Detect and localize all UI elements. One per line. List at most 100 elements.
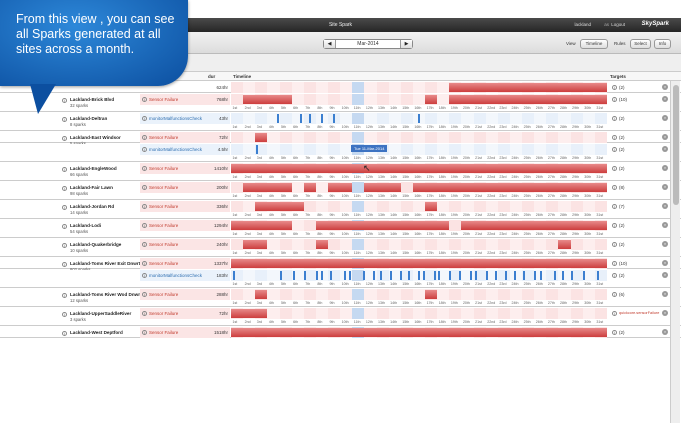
remove-row-button[interactable]: ×	[662, 260, 668, 266]
spark-bar[interactable]	[328, 183, 353, 192]
target-count[interactable]: (2)	[619, 116, 625, 121]
month-selector[interactable]: Mar-2014	[357, 41, 379, 47]
remove-row-button[interactable]: ×	[662, 329, 668, 335]
site-name[interactable]: Lackland-EngleWood	[70, 166, 117, 171]
rule-info-icon[interactable]: i	[142, 242, 147, 247]
rule-cell[interactable]: i monitorMalfunctionsCheck	[140, 144, 230, 155]
target-info-icon[interactable]: i	[612, 147, 617, 152]
rule-name[interactable]: Sensor Failure	[149, 97, 179, 102]
spark-bar[interactable]	[231, 221, 292, 230]
spark-bar[interactable]	[315, 240, 329, 249]
spark-bar[interactable]	[449, 95, 607, 104]
target-info-icon[interactable]: i	[612, 261, 617, 266]
rule-info-icon[interactable]: i	[142, 330, 147, 335]
target-count[interactable]: (2)	[619, 166, 625, 171]
spark-tick[interactable]	[308, 114, 311, 123]
remove-row-button[interactable]: ×	[662, 96, 668, 102]
spark-bar[interactable]	[231, 328, 607, 337]
spark-tick[interactable]	[256, 145, 259, 154]
target-info-icon[interactable]: i	[612, 273, 617, 278]
next-month-button[interactable]: ▶	[400, 40, 412, 48]
spark-tick[interactable]	[417, 114, 420, 123]
site-info-icon[interactable]: i	[62, 98, 67, 103]
target-count[interactable]: (10)	[619, 97, 628, 102]
spark-bar[interactable]	[255, 133, 268, 142]
timeline-track[interactable]	[231, 163, 607, 174]
rule-name[interactable]: Sensor Failure	[149, 242, 179, 247]
rule-info-icon[interactable]: i	[142, 166, 147, 171]
site-name[interactable]: Lackland-Deltran	[70, 116, 108, 121]
spark-tick[interactable]	[597, 271, 600, 280]
rule-name[interactable]: Sensor Failure	[149, 204, 179, 209]
timeline-track[interactable]	[231, 94, 607, 105]
site-name[interactable]: Lackland-UpperSaddleRiver	[70, 311, 132, 316]
target-count[interactable]: (2)	[619, 85, 625, 90]
remove-row-button[interactable]: ×	[662, 203, 668, 209]
target-info-icon[interactable]: i	[612, 185, 617, 190]
spark-bar[interactable]	[243, 95, 292, 104]
spark-bar[interactable]	[243, 183, 292, 192]
site-name[interactable]: Lackland-Fair Lawn	[70, 185, 113, 190]
spark-tick[interactable]	[505, 271, 508, 280]
site-info-icon[interactable]: i	[62, 331, 67, 336]
site-info-icon[interactable]: i	[62, 136, 67, 141]
site-info-icon[interactable]: i	[62, 167, 67, 172]
rule-name[interactable]: monitorMalfunctionsCheck	[149, 273, 203, 278]
target-count[interactable]: (7)	[619, 204, 625, 209]
timeline-track[interactable]	[231, 201, 607, 212]
target-info-icon[interactable]: i	[612, 97, 617, 102]
site-name[interactable]: Lackland-West Deptford	[70, 330, 123, 335]
spark-tick[interactable]	[363, 271, 366, 280]
rule-info-icon[interactable]: i	[142, 185, 147, 190]
rule-cell[interactable]: i Sensor Failure	[140, 182, 230, 193]
remove-row-button[interactable]: ×	[662, 84, 668, 90]
spark-tick[interactable]	[233, 271, 236, 280]
spark-bar[interactable]	[412, 183, 607, 192]
rule-name[interactable]: Sensor Failure	[149, 261, 179, 266]
spark-tick[interactable]	[300, 114, 303, 123]
spark-tick[interactable]	[582, 271, 585, 280]
target-info-icon[interactable]: i	[612, 223, 617, 228]
spark-bar[interactable]	[231, 164, 607, 173]
spark-bar[interactable]	[425, 290, 438, 299]
info-button[interactable]: Info	[654, 39, 671, 49]
rule-info-icon[interactable]: i	[142, 135, 147, 140]
target-info-icon[interactable]: i	[612, 330, 617, 335]
spark-tick[interactable]	[399, 271, 402, 280]
spark-tick[interactable]	[320, 271, 323, 280]
site-info-icon[interactable]: i	[62, 262, 67, 267]
rule-name[interactable]: Sensor Failure	[149, 292, 179, 297]
site-name[interactable]: Lackland-Toms River Wod Dnwrt 1	[70, 292, 146, 297]
spark-tick[interactable]	[570, 271, 573, 280]
rule-info-icon[interactable]: i	[142, 116, 147, 121]
site-name[interactable]: Lackland-Brick Blvd	[70, 97, 115, 102]
target-count[interactable]: (10)	[619, 261, 628, 266]
timeline-track[interactable]	[231, 132, 607, 143]
spark-bar[interactable]	[425, 202, 438, 211]
remove-row-button[interactable]: ×	[662, 272, 668, 278]
rule-cell[interactable]: i Sensor Failure	[140, 289, 230, 300]
target-info-icon[interactable]: i	[612, 85, 617, 90]
remove-row-button[interactable]: ×	[662, 115, 668, 121]
target-info-icon[interactable]: i	[612, 116, 617, 121]
site-name[interactable]: Lackland-Quakerbridge	[70, 242, 122, 247]
rule-cell[interactable]: i Sensor Failure	[140, 201, 230, 212]
target-count[interactable]: (8)	[619, 185, 625, 190]
spark-tick[interactable]	[408, 271, 411, 280]
target-count[interactable]: quickcore.sensorFailure	[619, 311, 660, 315]
timeline-track[interactable]	[231, 182, 607, 193]
rule-name[interactable]: Sensor Failure	[149, 166, 179, 171]
rule-cell[interactable]: i Sensor Failure	[140, 163, 230, 174]
spark-tick[interactable]	[562, 271, 565, 280]
site-info-icon[interactable]: i	[62, 293, 67, 298]
timeline-track[interactable]	[231, 270, 607, 281]
timeline-track[interactable]	[231, 113, 607, 124]
remove-row-button[interactable]: ×	[662, 165, 668, 171]
site-name[interactable]: Lackland-Lodi	[70, 223, 102, 228]
timeline-track[interactable]	[231, 308, 607, 319]
timeline-track[interactable]	[231, 144, 607, 155]
spark-bar[interactable]	[255, 290, 268, 299]
rule-info-icon[interactable]: i	[142, 97, 147, 102]
timeline-track[interactable]	[231, 327, 607, 338]
remove-row-button[interactable]: ×	[662, 291, 668, 297]
